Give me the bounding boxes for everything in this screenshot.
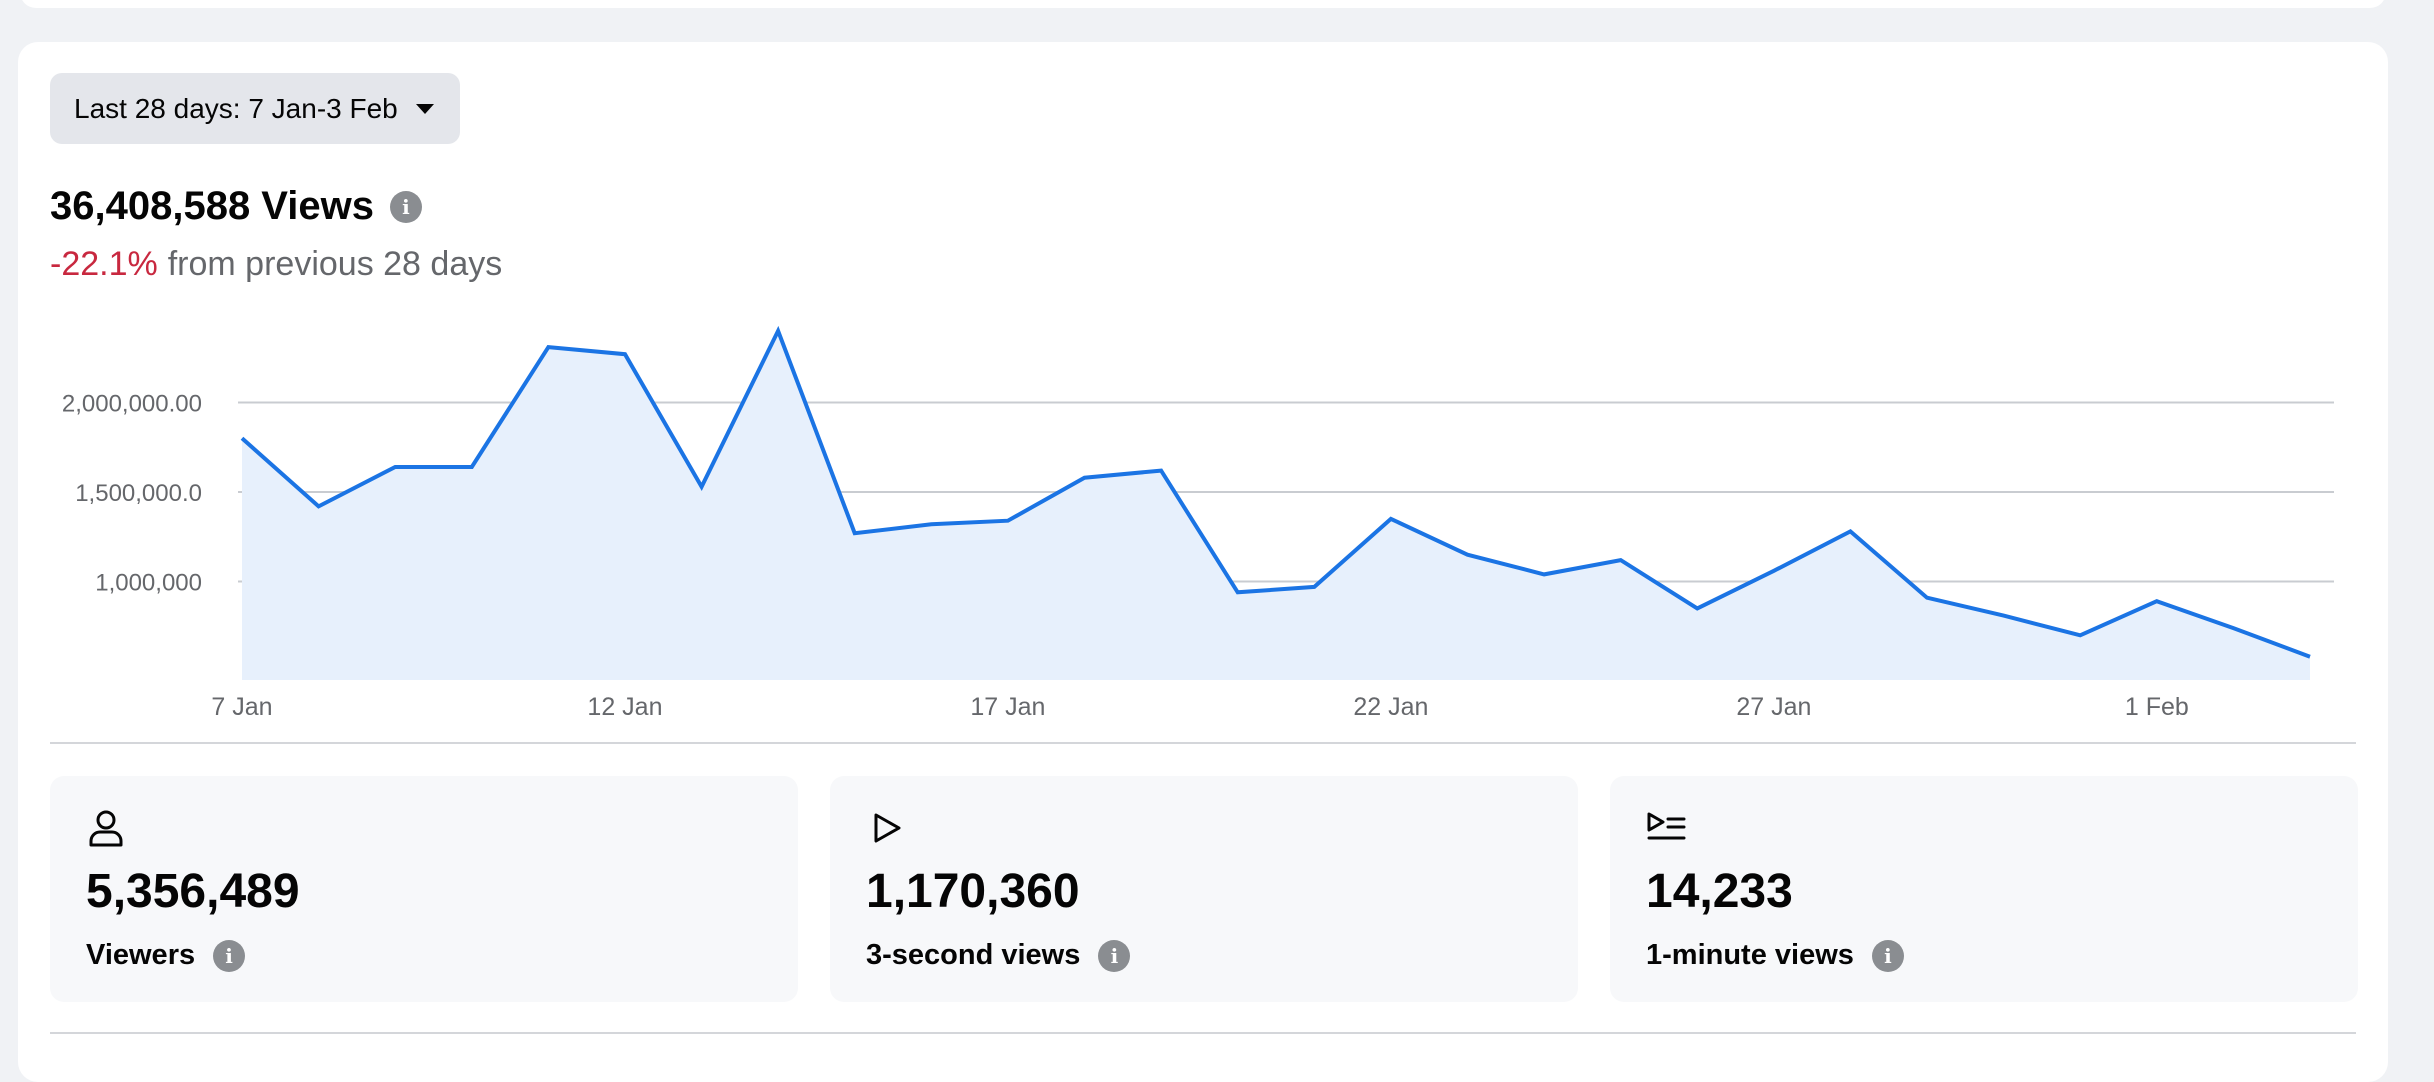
y-axis-labels: 1,000,000 1,500,000.0 2,000,000.00 xyxy=(62,391,202,597)
info-icon[interactable]: i xyxy=(1871,939,1904,972)
date-range-label: Last 28 days: 7 Jan-3 Feb xyxy=(74,92,398,124)
stat-label-row: Viewers i xyxy=(86,939,246,972)
stat-card-1-minute-views: 14,233 1-minute views i xyxy=(1610,776,2358,1002)
stat-value: 1,170,360 xyxy=(866,865,1080,918)
chart-divider xyxy=(50,742,2356,744)
x-tick-label: 22 Jan xyxy=(1353,693,1428,721)
y-tick-label: 1,000,000 xyxy=(95,570,202,597)
stat-label-row: 3-second views i xyxy=(866,939,1131,972)
stat-value: 5,356,489 xyxy=(86,865,300,918)
play-icon xyxy=(874,813,901,843)
stat-label: 3-second views xyxy=(866,939,1081,971)
x-tick-label: 12 Jan xyxy=(587,693,662,721)
total-views: 36,408,588 Views xyxy=(50,184,374,228)
x-tick-label: 1 Feb xyxy=(2125,693,2189,721)
play-list-icon xyxy=(1647,812,1686,840)
x-axis-labels: 7 Jan 12 Jan 17 Jan 22 Jan 27 Jan 1 Feb xyxy=(211,693,2188,721)
x-tick-label: 27 Jan xyxy=(1736,693,1811,721)
views-overview-card: Last 28 days: 7 Jan-3 Feb 36,408,588 Vie… xyxy=(18,42,2388,1082)
info-icon[interactable]: i xyxy=(213,939,246,972)
views-area-fill xyxy=(242,330,2310,680)
bottom-divider xyxy=(50,1032,2356,1034)
x-tick-label: 7 Jan xyxy=(211,693,272,721)
change-comparison-text: from previous 28 days xyxy=(167,245,503,283)
x-tick-label: 17 Jan xyxy=(970,693,1045,721)
line-layer xyxy=(240,325,2311,659)
stat-value: 14,233 xyxy=(1646,865,1793,918)
chevron-down-icon xyxy=(415,103,434,114)
info-icon[interactable]: i xyxy=(389,190,422,223)
views-series-line xyxy=(240,325,2311,659)
area-layer xyxy=(242,330,2310,680)
info-icon[interactable]: i xyxy=(1098,939,1131,972)
views-area-chart: 1,000,000 1,500,000.0 2,000,000.00 7 Jan 12… xyxy=(62,325,2334,721)
previous-card-edge xyxy=(20,0,2386,8)
stat-label: 1-minute views xyxy=(1646,939,1854,971)
views-change: -22.1% from previous 28 days xyxy=(50,245,502,284)
y-tick-label: 2,000,000.00 xyxy=(62,391,202,418)
person-icon xyxy=(89,810,123,847)
date-range-dropdown[interactable]: Last 28 days: 7 Jan-3 Feb xyxy=(50,73,460,144)
views-headline: 36,408,588 Views i xyxy=(50,184,422,229)
stat-label: Viewers xyxy=(86,939,196,971)
stat-label-row: 1-minute views i xyxy=(1646,939,1904,972)
change-percent: -22.1% xyxy=(50,245,158,283)
stat-card-3-second-views: 1,170,360 3-second views i xyxy=(830,776,1578,1002)
y-tick-label: 1,500,000.0 xyxy=(75,480,202,507)
stat-card-viewers: 5,356,489 Viewers i xyxy=(50,776,798,1002)
